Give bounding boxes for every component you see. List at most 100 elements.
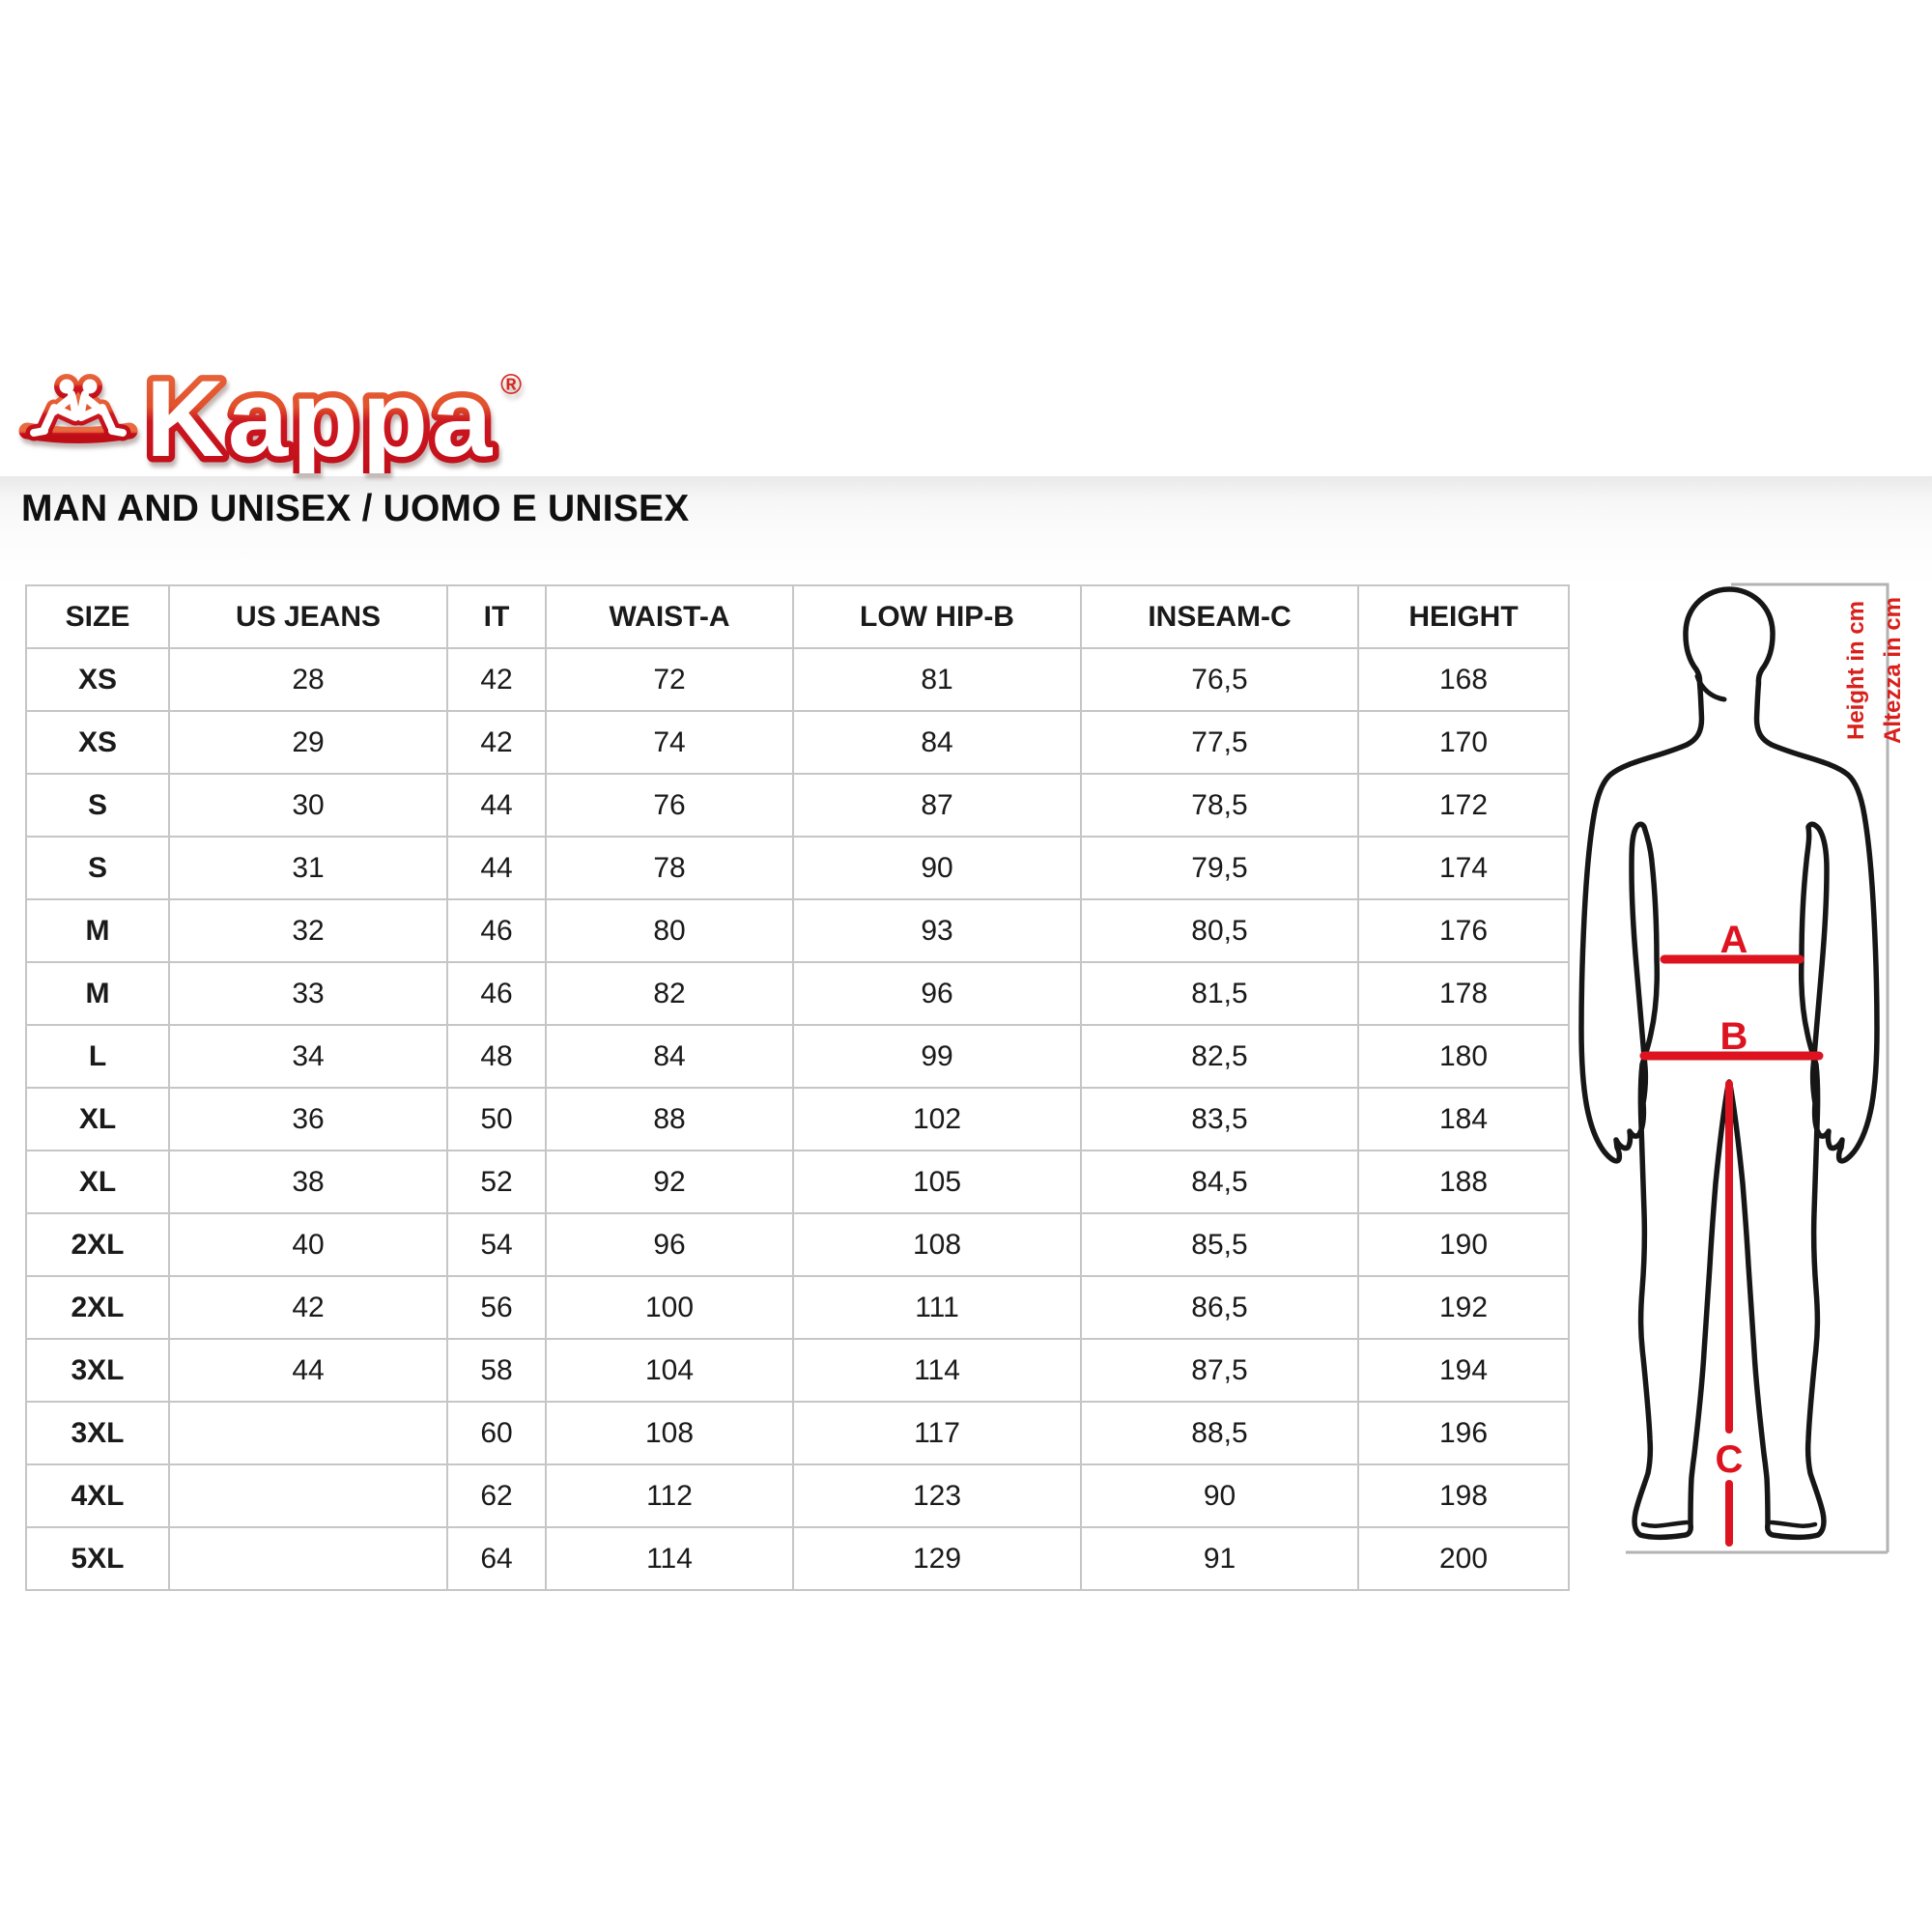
table-row: 4XL 62 112 123 90 198 (25, 1463, 1570, 1528)
table-cell: 117 (792, 1401, 1082, 1465)
table-row: XS 28 42 72 81 76,5 168 (25, 647, 1570, 712)
kappa-omini-icon (18, 374, 138, 443)
table-cell: 32 (168, 898, 448, 963)
table-cell: 46 (446, 961, 547, 1026)
size-table: SIZE US JEANS IT WAIST-A LOW HIP-B INSEAM-C HE… (25, 584, 1570, 1591)
table-row: M 33 46 82 96 81,5 178 (25, 961, 1570, 1026)
table-cell: S (25, 773, 170, 838)
table-cell: 194 (1357, 1338, 1570, 1403)
table-cell: 4XL (25, 1463, 170, 1528)
table-cell: S (25, 836, 170, 900)
table-row: XS 29 42 74 84 77,5 170 (25, 710, 1570, 775)
table-cell: 72 (545, 647, 794, 712)
column-header: IT (446, 584, 547, 649)
column-header: HEIGHT (1357, 584, 1570, 649)
table-cell: 76 (545, 773, 794, 838)
column-header: WAIST-A (545, 584, 794, 649)
table-body: XS 28 42 72 81 76,5 168 XS 29 42 74 84 77,5 170 S 30 44 7… (25, 647, 1570, 1591)
table-cell: L (25, 1024, 170, 1089)
height-frame (1626, 582, 1889, 1554)
table-cell: 42 (446, 647, 547, 712)
table-cell: 2XL (25, 1212, 170, 1277)
table-cell: 36 (168, 1087, 448, 1151)
marker-c-label: C (1716, 1438, 1744, 1481)
table-cell: 44 (446, 836, 547, 900)
table-cell: 62 (446, 1463, 547, 1528)
table-cell: 50 (446, 1087, 547, 1151)
table-cell: 2XL (25, 1275, 170, 1340)
table-cell: 58 (446, 1338, 547, 1403)
table-cell: 3XL (25, 1401, 170, 1465)
table-cell (168, 1401, 448, 1465)
table-cell: 5XL (25, 1526, 170, 1591)
table-cell: 91 (1080, 1526, 1359, 1591)
table-cell: 38 (168, 1150, 448, 1214)
table-cell: 176 (1357, 898, 1570, 963)
table-cell: 76,5 (1080, 647, 1359, 712)
table-cell: 172 (1357, 773, 1570, 838)
table-cell: 196 (1357, 1401, 1570, 1465)
height-note-en: Height in cm (1843, 601, 1869, 740)
table-row: S 31 44 78 90 79,5 174 (25, 836, 1570, 900)
table-cell: 80,5 (1080, 898, 1359, 963)
table-cell: 129 (792, 1526, 1082, 1591)
table-cell: 93 (792, 898, 1082, 963)
column-header: LOW HIP-B (792, 584, 1082, 649)
table-header-row: SIZE US JEANS IT WAIST-A LOW HIP-B INSEAM-C HE… (25, 584, 1570, 649)
table-cell (168, 1463, 448, 1528)
table-cell: 46 (446, 898, 547, 963)
table-cell: 99 (792, 1024, 1082, 1089)
table-cell: M (25, 961, 170, 1026)
table-cell: 188 (1357, 1150, 1570, 1214)
table-cell: 87,5 (1080, 1338, 1359, 1403)
table-row: 2XL 40 54 96 108 85,5 190 (25, 1212, 1570, 1277)
table-cell: 28 (168, 647, 448, 712)
table-cell: 85,5 (1080, 1212, 1359, 1277)
table-cell: XL (25, 1150, 170, 1214)
table-row: 5XL 64 114 129 91 200 (25, 1526, 1570, 1591)
kappa-wordmark: Kappa (140, 353, 498, 474)
table-cell: 34 (168, 1024, 448, 1089)
table-cell: 92 (545, 1150, 794, 1214)
table-cell: 79,5 (1080, 836, 1359, 900)
brand-name-text: Kappa (146, 358, 496, 473)
table-cell: 84 (545, 1024, 794, 1089)
table-cell: 88 (545, 1087, 794, 1151)
table-cell: 30 (168, 773, 448, 838)
table-cell: 42 (446, 710, 547, 775)
table-cell: M (25, 898, 170, 963)
column-header: US JEANS (168, 584, 448, 649)
table-cell: 82 (545, 961, 794, 1026)
table-cell: 87 (792, 773, 1082, 838)
table-cell: 3XL (25, 1338, 170, 1403)
table-row: L 34 48 84 99 82,5 180 (25, 1024, 1570, 1089)
body-measurement-diagram: A B C Height in cm Altezza in cm (1578, 582, 1906, 1554)
table-cell: 168 (1357, 647, 1570, 712)
table-cell: 90 (792, 836, 1082, 900)
table-cell: 80 (545, 898, 794, 963)
table-cell: 77,5 (1080, 710, 1359, 775)
table-cell: 81,5 (1080, 961, 1359, 1026)
marker-b-label: B (1720, 1015, 1748, 1058)
left-foot-line (1640, 1520, 1690, 1528)
table-cell: 42 (168, 1275, 448, 1340)
table-cell: 184 (1357, 1087, 1570, 1151)
registered-mark: ® (500, 369, 522, 401)
table-cell: 192 (1357, 1275, 1570, 1340)
table-cell: 102 (792, 1087, 1082, 1151)
table-cell: 86,5 (1080, 1275, 1359, 1340)
table-cell: 78 (545, 836, 794, 900)
table-cell: 54 (446, 1212, 547, 1277)
table-cell: 56 (446, 1275, 547, 1340)
table-cell: 112 (545, 1463, 794, 1528)
column-header: INSEAM-C (1080, 584, 1359, 649)
table-cell: 40 (168, 1212, 448, 1277)
table-cell: 190 (1357, 1212, 1570, 1277)
table-cell: 44 (446, 773, 547, 838)
table-row: XL 36 50 88 102 83,5 184 (25, 1087, 1570, 1151)
table-cell: 108 (545, 1401, 794, 1465)
table-cell: 84,5 (1080, 1150, 1359, 1214)
table-cell: 100 (545, 1275, 794, 1340)
table-cell: 84 (792, 710, 1082, 775)
